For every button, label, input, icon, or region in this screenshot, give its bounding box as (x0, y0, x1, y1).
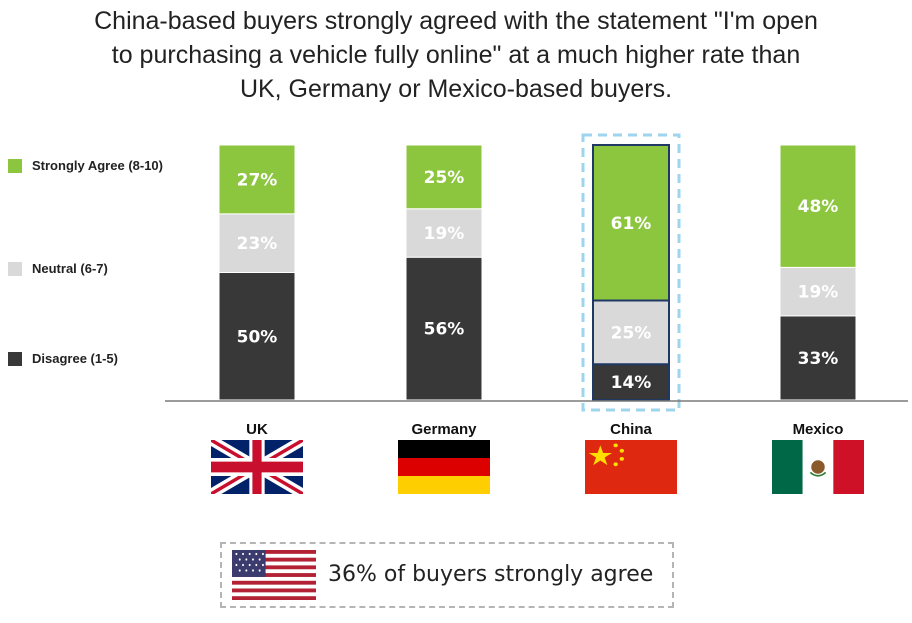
legend-swatch-strongly-agree (8, 159, 22, 173)
us-callout-box: 36% of buyers strongly agree (220, 542, 674, 608)
germany-flag-icon (398, 440, 490, 494)
data-label-uk-1: 23% (237, 234, 278, 254)
data-label-germany-2: 25% (424, 168, 465, 188)
country-label-germany: Germany (411, 421, 477, 438)
bar-segment-germany-2 (405, 144, 483, 210)
bar-segment-china-1 (592, 300, 670, 365)
data-label-china-2: 61% (611, 214, 652, 234)
data-label-china-1: 25% (611, 323, 652, 343)
bar-segment-germany-1 (405, 208, 483, 258)
bar-segment-uk-0 (218, 272, 296, 401)
country-label-mexico: Mexico (792, 421, 844, 438)
country-label-china: China (610, 421, 652, 438)
mexico-flag-icon (772, 440, 864, 494)
highlight-bar-outline (592, 144, 670, 401)
bar-segment-uk-1 (218, 213, 296, 274)
legend-label-neutral: Neutral (6-7) (32, 261, 108, 276)
bar-segment-mexico-0 (779, 315, 857, 401)
legend-label-disagree: Disagree (1-5) (32, 351, 118, 366)
uk-flag-icon (211, 440, 303, 494)
data-label-mexico-1: 19% (798, 283, 839, 303)
data-label-uk-0: 50% (237, 327, 278, 347)
bar-segment-china-2 (592, 144, 670, 302)
title-line-2: to purchasing a vehicle fully online" at… (111, 41, 801, 69)
data-label-uk-2: 27% (237, 170, 278, 190)
bar-segment-germany-0 (405, 256, 483, 401)
legend-label-strongly-agree: Strongly Agree (8-10) (32, 158, 163, 173)
data-label-china-0: 14% (611, 373, 652, 393)
data-label-germany-0: 56% (424, 320, 465, 340)
legend-swatch-neutral (8, 262, 22, 276)
usa-flag-icon (232, 550, 316, 600)
chart-title: China-based buyers strongly agreed with … (0, 4, 912, 106)
callout-text: 36% of buyers strongly agree (328, 562, 654, 587)
bar-segment-mexico-2 (779, 144, 857, 268)
country-label-uk: UK (246, 421, 268, 438)
data-label-mexico-0: 33% (798, 349, 839, 369)
china-flag-icon (585, 440, 677, 494)
data-label-germany-1: 19% (424, 224, 465, 244)
bar-segment-uk-2 (218, 144, 296, 215)
title-line-1: China-based buyers strongly agreed with … (94, 7, 818, 35)
highlight-box (581, 133, 681, 412)
data-label-mexico-2: 48% (798, 197, 839, 217)
bar-segment-mexico-1 (779, 266, 857, 317)
legend-swatch-disagree (8, 352, 22, 366)
title-line-3: UK, Germany or Mexico-based buyers. (239, 75, 673, 103)
